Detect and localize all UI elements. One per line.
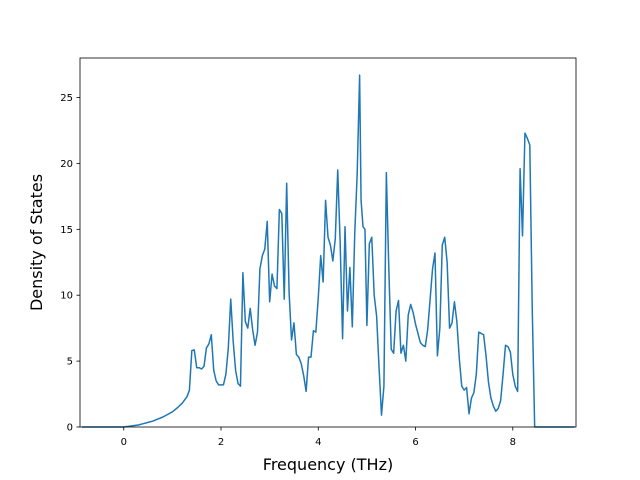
y-tick-label: 25: [60, 93, 73, 104]
x-tick-label: 2: [218, 437, 224, 448]
x-axis-label: Frequency (THz): [263, 455, 393, 474]
y-axis-ticks: 0 5 10 15 20 25: [60, 93, 80, 434]
dos-series-line: [81, 74, 575, 428]
x-tick-label: 6: [412, 437, 418, 448]
x-tick-label: 8: [510, 437, 516, 448]
x-tick-label: 4: [315, 437, 321, 448]
axes-frame: [79, 57, 577, 428]
plot-area: [81, 74, 575, 428]
y-tick-label: 0: [67, 423, 73, 434]
y-tick-label: 15: [60, 225, 73, 236]
x-axis-ticks: 0 2 4 6 8: [121, 427, 516, 448]
y-tick-label: 5: [67, 357, 73, 368]
y-axis-label: Density of States: [27, 174, 46, 311]
y-tick-label: 10: [60, 291, 73, 302]
y-tick-label: 20: [60, 159, 73, 170]
x-tick-label: 0: [121, 437, 127, 448]
